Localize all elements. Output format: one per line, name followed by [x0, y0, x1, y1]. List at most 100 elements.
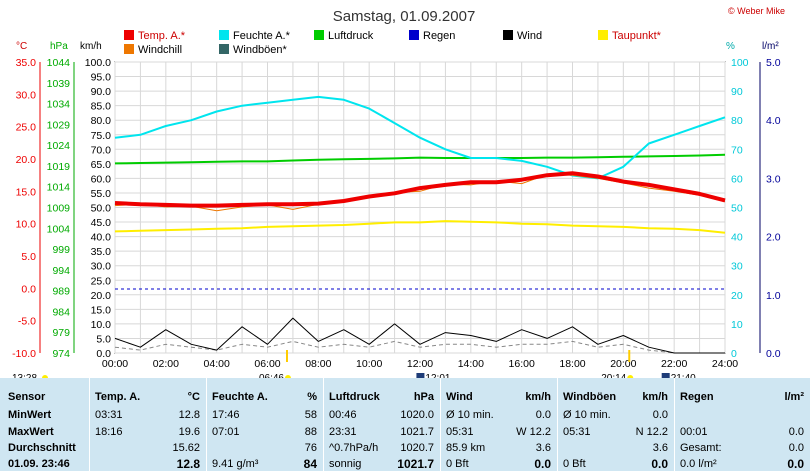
- humidity-row-label: 07:01: [212, 426, 240, 438]
- gusts-header: Windböen: [563, 391, 617, 403]
- humidity-tick-label: 60: [731, 173, 743, 185]
- rain-row-label: 00:01: [680, 426, 708, 438]
- temp-tick-label: -5.0: [18, 316, 36, 328]
- pressure-unit: hPa: [413, 391, 434, 403]
- series-line-windb-en: [114, 340, 725, 354]
- gusts-row-label: 0 Bft: [563, 458, 586, 470]
- legend-swatch: [314, 30, 324, 40]
- wind-tick-label: 80.0: [91, 115, 112, 127]
- wind-row-value: 0.0: [535, 409, 551, 421]
- moonrise-label: 12:01: [425, 373, 450, 378]
- series-line-temp-a: [114, 171, 726, 208]
- pressure-header: Luftdruck: [329, 391, 380, 403]
- sunset-icon: [627, 375, 634, 378]
- legend-swatch: [409, 30, 419, 40]
- pressure-tick-label: 994: [52, 265, 70, 277]
- pressure-row-label: 23:31: [329, 426, 357, 438]
- humidity-tick-label: 90: [731, 86, 743, 98]
- temp-row-label: 03:31: [95, 409, 123, 421]
- x-tick-label: 24:00: [712, 358, 738, 370]
- humidity-tick-label: 100: [731, 57, 749, 69]
- stats-col-pressure: Luftdruck hPa 00:46 1020.0 23:31 1021.7 ^0.7hP…: [323, 378, 441, 471]
- rain-unit: l/m²: [784, 391, 804, 403]
- temp-header: Temp. A.: [95, 391, 141, 403]
- pressure-row-value: 1021.7: [400, 426, 434, 438]
- series-line-wind: [114, 317, 725, 354]
- pressure-tick-label: 999: [52, 244, 70, 256]
- rain-row-value: 0.0: [788, 426, 804, 438]
- wind-tick-label: 70.0: [91, 144, 112, 156]
- wind-tick-label: 20.0: [91, 290, 112, 302]
- x-tick-label: 18:00: [559, 358, 585, 370]
- sensor-header: Sensor: [8, 391, 46, 403]
- pressure-tick-label: 1044: [47, 57, 71, 69]
- wind-tick-label: 40.0: [91, 232, 112, 244]
- temp-unit: °C: [187, 391, 200, 403]
- pressure-row-value: 1020.0: [400, 409, 434, 421]
- legend-label: Feuchte A.*: [233, 30, 290, 42]
- temp-row-value: 12.8: [176, 457, 200, 471]
- legend-item: Temp. A.*: [124, 30, 185, 42]
- sunrise-icon: [284, 375, 291, 378]
- wind-header: Wind: [446, 391, 473, 403]
- temp-tick-label: 30.0: [16, 89, 37, 101]
- pressure-row-value: 1020.7: [400, 442, 434, 454]
- wind-tick-label: 65.0: [91, 159, 112, 171]
- x-tick-label: 22:00: [661, 358, 687, 370]
- legend-item: Wind: [503, 30, 542, 42]
- gusts-row-value: N 12.2: [635, 426, 668, 438]
- pressure-tick-label: 1009: [47, 203, 71, 215]
- legend-item: Windchill: [124, 44, 182, 56]
- temp-row-value: 15.62: [172, 442, 200, 454]
- legend-label: Windböen*: [233, 44, 287, 56]
- stats-table: Sensor MinWert MaxWert Durchschnitt 01.0…: [0, 378, 810, 471]
- legend-swatch: [124, 30, 134, 40]
- humidity-tick-label: 0: [731, 348, 737, 360]
- wind-row-value: W 12.2: [516, 426, 551, 438]
- humidity-row-value: 76: [304, 442, 317, 454]
- legend-swatch: [219, 44, 229, 54]
- gusts-unit: km/h: [642, 391, 668, 403]
- x-tick-label: 14:00: [458, 358, 484, 370]
- legend-label: Regen: [423, 30, 456, 42]
- x-tick-label: 20:00: [610, 358, 636, 370]
- legend-label: Luftdruck: [328, 30, 374, 42]
- humidity-row-value: 84: [303, 457, 317, 471]
- pressure-row-label: sonnig: [329, 458, 362, 470]
- legend-item: Windböen*: [219, 44, 287, 56]
- rain-tick-label: 2.0: [766, 232, 781, 244]
- wind-tick-label: 100.0: [85, 57, 111, 69]
- wind-tick-label: 45.0: [91, 217, 112, 229]
- chart-title: Samstag, 01.09.2007: [333, 8, 476, 25]
- sensor-row-avg: Durchschnitt: [8, 442, 76, 454]
- humidity-tick-label: 70: [731, 144, 743, 156]
- wind-row-label: 85.9 km: [446, 442, 486, 454]
- grid-lines: [114, 61, 726, 354]
- stats-col-sensor: Sensor MinWert MaxWert Durchschnitt 01.0…: [0, 378, 90, 471]
- temp-tick-label: 5.0: [21, 251, 36, 263]
- temp-tick-label: 15.0: [16, 186, 37, 198]
- rain-row-value: 0.0: [788, 442, 804, 454]
- wind-unit: km/h: [525, 391, 551, 403]
- humidity-tick-label: 20: [731, 290, 743, 302]
- pressure-tick-label: 1034: [47, 99, 71, 111]
- stats-col-rain: Regen l/m² 00:01 0.0 Gesamt: 0.0 0.0 l/m² 0.0: [674, 378, 810, 471]
- wind-tick-label: 85.0: [91, 101, 112, 113]
- daylength-label: 13:28: [12, 373, 37, 378]
- pressure-tick-label: 1014: [47, 182, 71, 194]
- wind-tick-label: 10.0: [91, 319, 112, 331]
- series-line-taupunkt: [114, 220, 726, 234]
- temp-row-value: 19.6: [178, 426, 200, 438]
- wind-tick-label: 50.0: [91, 203, 112, 215]
- legend-swatch: [598, 30, 608, 40]
- wind-tick-label: 60.0: [91, 173, 112, 185]
- axis-header-humidity: %: [726, 41, 735, 52]
- pressure-tick-label: 979: [52, 327, 70, 339]
- legend-swatch: [503, 30, 513, 40]
- wind-tick-label: 30.0: [91, 261, 112, 273]
- sensor-row-max: MaxWert: [8, 426, 54, 438]
- series-layer: [114, 95, 726, 354]
- legend-item: Luftdruck: [314, 30, 373, 42]
- humidity-unit: %: [307, 391, 317, 403]
- humidity-tick-label: 50: [731, 203, 743, 215]
